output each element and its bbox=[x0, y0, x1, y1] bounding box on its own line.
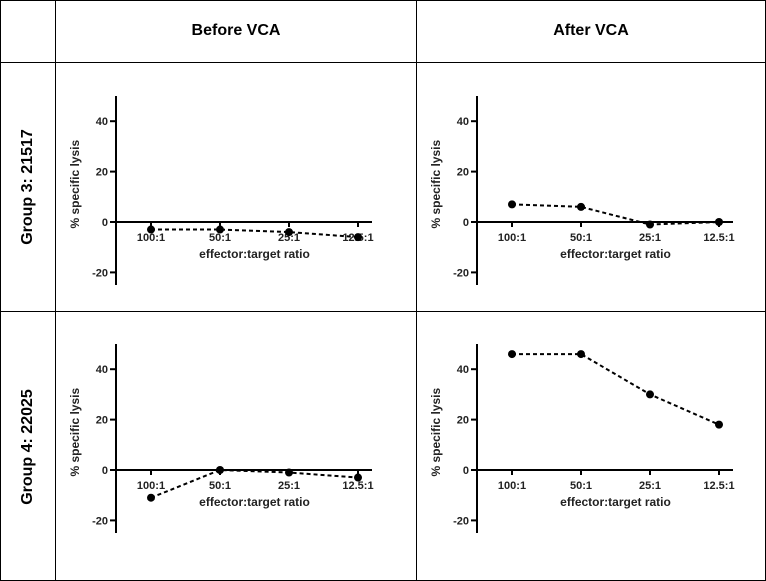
x-tick-label: 50:1 bbox=[570, 480, 592, 492]
x-tick-label: 100:1 bbox=[137, 480, 165, 492]
x-axis-label: effector:target ratio bbox=[199, 247, 310, 261]
data-point bbox=[577, 202, 585, 211]
data-point bbox=[508, 200, 516, 209]
y-tick-label: 40 bbox=[96, 364, 108, 376]
x-tick-label: 50:1 bbox=[570, 232, 592, 244]
data-point bbox=[508, 350, 516, 359]
y-tick-label: 20 bbox=[96, 167, 108, 179]
series-line bbox=[512, 353, 720, 426]
x-tick-label: 25:1 bbox=[639, 232, 661, 244]
data-point bbox=[147, 225, 155, 234]
x-tick-label: 12.5:1 bbox=[703, 480, 734, 492]
y-tick-label: 40 bbox=[96, 116, 108, 128]
y-tick-label: 0 bbox=[463, 217, 469, 229]
y-tick-label: 0 bbox=[102, 217, 108, 229]
data-point bbox=[715, 218, 723, 226]
data-point bbox=[646, 390, 654, 399]
x-tick-label: 25:1 bbox=[639, 480, 661, 492]
x-tick-label: 12.5:1 bbox=[342, 480, 373, 492]
y-axis-label: % specific lysis bbox=[68, 140, 82, 229]
data-point bbox=[216, 466, 224, 474]
series-line bbox=[150, 468, 359, 499]
y-tick-label: 0 bbox=[463, 465, 469, 477]
y-tick-label: -20 bbox=[92, 267, 108, 279]
data-point bbox=[715, 420, 723, 429]
data-point bbox=[285, 228, 293, 237]
x-axis-label: effector:target ratio bbox=[560, 495, 671, 509]
column-header-after-vca: After VCA bbox=[553, 22, 629, 39]
y-tick-label: -20 bbox=[453, 515, 469, 527]
x-axis-label: effector:target ratio bbox=[560, 247, 671, 261]
y-tick-label: 0 bbox=[102, 465, 108, 477]
x-tick-label: 50:1 bbox=[209, 480, 231, 492]
x-tick-label: 25:1 bbox=[278, 480, 300, 492]
y-axis-label: % specific lysis bbox=[429, 140, 443, 229]
y-axis-label: % specific lysis bbox=[68, 388, 82, 477]
y-tick-label: 20 bbox=[457, 415, 469, 427]
data-point bbox=[354, 473, 362, 482]
x-tick-label: 12.5:1 bbox=[703, 232, 734, 244]
y-tick-label: 40 bbox=[457, 116, 469, 128]
y-tick-label: -20 bbox=[453, 267, 469, 279]
x-tick-label: 100:1 bbox=[137, 232, 165, 244]
y-axis-label: % specific lysis bbox=[429, 388, 443, 477]
column-header-before-vca: Before VCA bbox=[191, 22, 281, 39]
data-point bbox=[646, 220, 654, 229]
x-tick-label: 25:1 bbox=[278, 232, 300, 244]
data-point bbox=[577, 350, 585, 359]
x-tick-label: 50:1 bbox=[209, 232, 231, 244]
y-tick-label: 40 bbox=[457, 364, 469, 376]
y-tick-label: 20 bbox=[457, 167, 469, 179]
x-tick-label: 100:1 bbox=[498, 480, 526, 492]
data-point bbox=[216, 225, 224, 234]
data-point bbox=[285, 468, 293, 477]
data-point bbox=[354, 233, 362, 242]
x-axis-label: effector:target ratio bbox=[199, 495, 310, 509]
y-tick-label: -20 bbox=[92, 515, 108, 527]
y-tick-label: 20 bbox=[96, 415, 108, 427]
x-tick-label: 100:1 bbox=[498, 232, 526, 244]
data-point bbox=[147, 493, 155, 502]
